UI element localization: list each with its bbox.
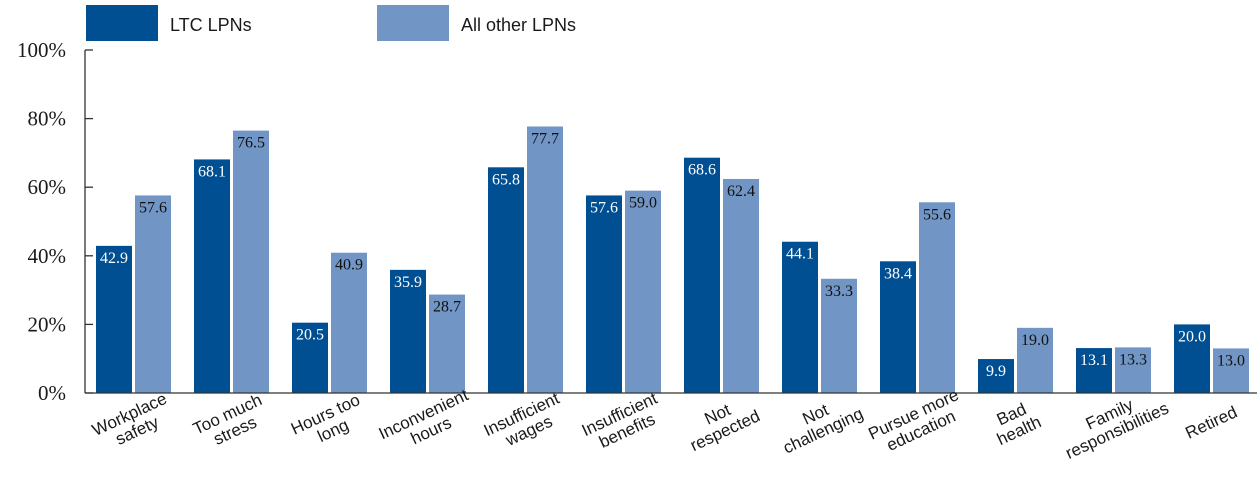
bar-other xyxy=(1115,347,1151,393)
bar-other xyxy=(429,294,465,393)
data-label: 77.7 xyxy=(531,130,559,147)
bar-other xyxy=(723,178,759,393)
y-tick-label: 60% xyxy=(28,175,67,199)
legend-swatch xyxy=(377,5,449,41)
bar-ltc xyxy=(488,167,524,393)
bar-other xyxy=(331,252,367,393)
data-label: 59.0 xyxy=(629,195,657,212)
bar-ltc xyxy=(978,359,1014,393)
data-label: 13.1 xyxy=(1080,352,1108,369)
bar-ltc xyxy=(390,269,426,393)
legend: LTC LPNs All other LPNs xyxy=(86,5,576,41)
legend-swatch xyxy=(86,5,158,41)
y-tick-label: 100% xyxy=(17,38,66,62)
data-label: 42.9 xyxy=(100,250,128,267)
data-label: 76.5 xyxy=(237,135,265,152)
bar-ltc xyxy=(684,157,720,393)
data-label: 55.6 xyxy=(923,206,951,223)
data-label: 38.4 xyxy=(884,265,912,282)
bar-ltc xyxy=(194,159,230,393)
bar-ltc xyxy=(880,261,916,393)
bar-ltc xyxy=(1174,324,1210,393)
y-tick-label: 0% xyxy=(38,381,66,405)
data-label: 65.8 xyxy=(492,171,520,188)
y-axis: 0% 20% 40% 60% 80% 100% xyxy=(17,38,93,405)
legend-label: LTC LPNs xyxy=(170,15,252,35)
data-label: 68.1 xyxy=(198,163,226,180)
data-label: 9.9 xyxy=(986,363,1006,380)
bar-other xyxy=(1017,327,1053,393)
bar-ltc xyxy=(96,245,132,393)
data-label: 44.1 xyxy=(786,246,814,263)
data-label: 57.6 xyxy=(590,199,618,216)
data-label: 19.0 xyxy=(1021,332,1049,349)
bar-other xyxy=(135,195,171,393)
bar-ltc xyxy=(292,322,328,393)
data-label: 62.4 xyxy=(727,183,755,200)
data-label: 35.9 xyxy=(394,274,422,291)
data-label: 33.3 xyxy=(825,283,853,300)
bar-ltc xyxy=(782,241,818,393)
bar-other xyxy=(1213,348,1249,393)
y-tick-label: 40% xyxy=(28,244,67,268)
data-label: 20.0 xyxy=(1178,328,1206,345)
data-label: 20.5 xyxy=(296,327,324,344)
data-label: 57.6 xyxy=(139,199,167,216)
bar-ltc xyxy=(1076,348,1112,393)
bar-other xyxy=(919,202,955,393)
bars: 42.9 57.6 68.1 76.5 20.5 40.9 35.9 28.7 65.8 77.7… xyxy=(96,126,1249,394)
y-tick-label: 20% xyxy=(28,312,67,336)
x-tick-label-line: Retired xyxy=(1182,402,1240,442)
bar-other xyxy=(527,126,563,393)
legend-label: All other LPNs xyxy=(461,15,576,35)
data-label: 13.0 xyxy=(1217,352,1245,369)
data-label: 68.6 xyxy=(688,162,716,179)
data-label: 13.3 xyxy=(1119,351,1147,368)
bar-other xyxy=(821,278,857,393)
y-tick-label: 80% xyxy=(28,107,67,131)
x-tick-label: Retired xyxy=(1182,402,1240,442)
data-label: 40.9 xyxy=(335,257,363,274)
bar-other xyxy=(233,130,269,394)
bar-ltc xyxy=(586,195,622,393)
bar-other xyxy=(625,190,661,393)
data-label: 28.7 xyxy=(433,299,461,316)
